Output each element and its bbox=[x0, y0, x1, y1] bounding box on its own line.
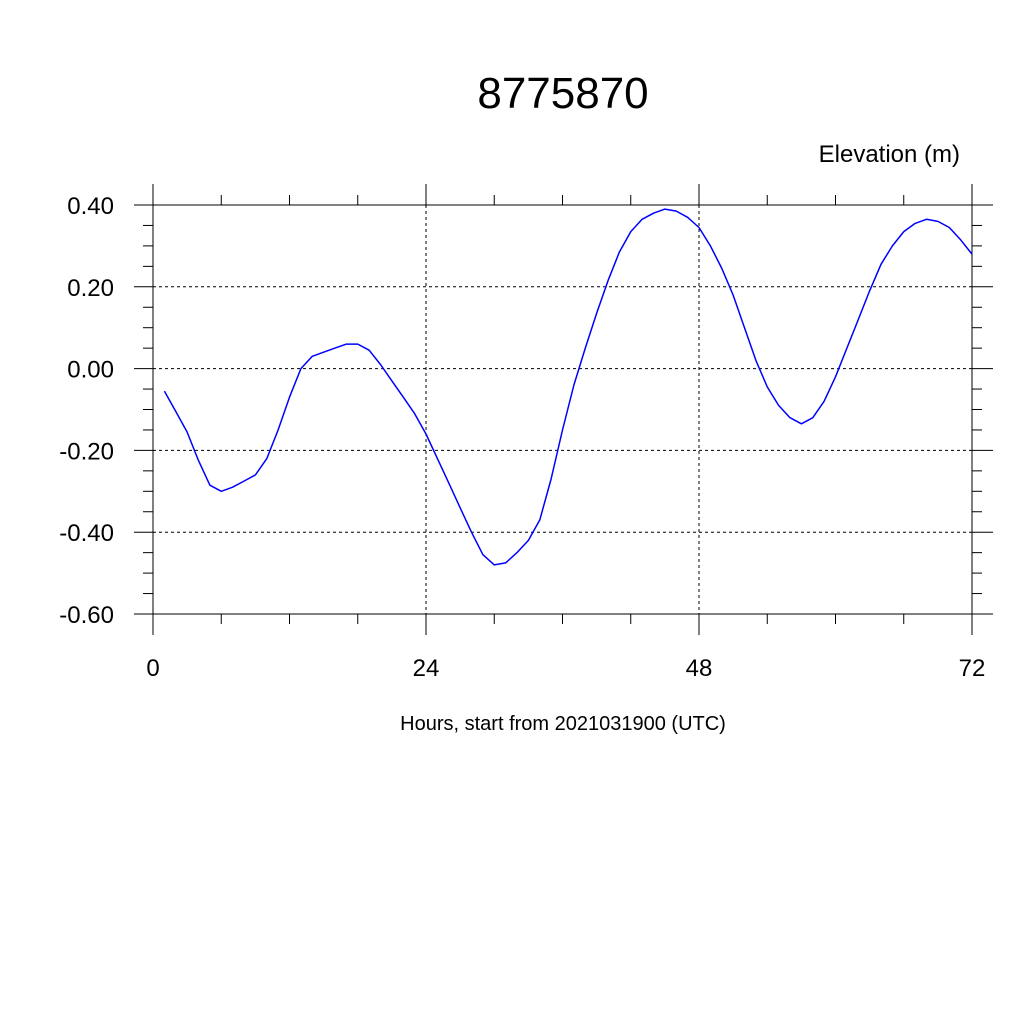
plot-frame bbox=[152, 204, 973, 615]
y-tick-label: -0.40 bbox=[59, 520, 114, 547]
y-axis-label: Elevation (m) bbox=[819, 141, 960, 168]
x-tick-labels: 0 24 48 72 bbox=[146, 655, 985, 682]
x-tick-label: 24 bbox=[413, 655, 440, 682]
x-tick-label: 0 bbox=[146, 655, 159, 682]
y-tick-labels: -0.60 -0.40 -0.20 0.00 0.20 0.40 bbox=[59, 193, 114, 629]
x-tick-label: 48 bbox=[686, 655, 713, 682]
series-layer bbox=[163, 208, 973, 566]
grid-lines bbox=[153, 205, 972, 614]
axis-ticks bbox=[134, 184, 993, 635]
y-tick-label: -0.20 bbox=[59, 438, 114, 465]
x-axis-label: Hours, start from 2021031900 (UTC) bbox=[400, 713, 726, 735]
y-tick-label: 0.20 bbox=[67, 275, 114, 302]
elevation-series-line bbox=[163, 208, 973, 566]
y-tick-label: -0.60 bbox=[59, 602, 114, 629]
y-tick-label: 0.40 bbox=[67, 193, 114, 220]
y-tick-label: 0.00 bbox=[67, 357, 114, 384]
chart-title: 8775870 bbox=[477, 69, 648, 118]
x-tick-label: 72 bbox=[959, 655, 986, 682]
